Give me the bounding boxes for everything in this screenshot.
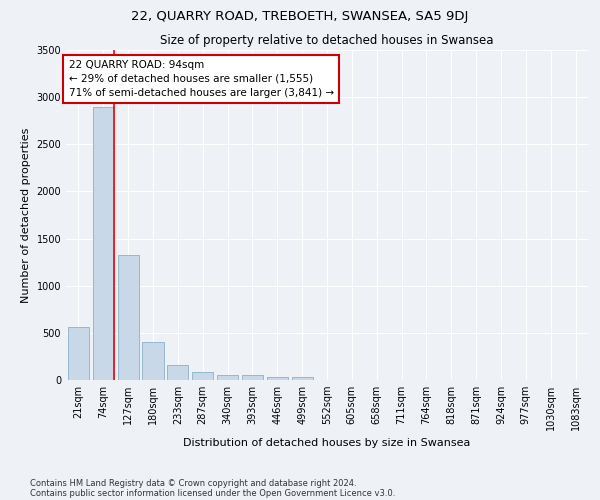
Title: Size of property relative to detached houses in Swansea: Size of property relative to detached ho… — [160, 34, 494, 48]
Text: 22, QUARRY ROAD, TREBOETH, SWANSEA, SA5 9DJ: 22, QUARRY ROAD, TREBOETH, SWANSEA, SA5 … — [131, 10, 469, 23]
Bar — [68, 327, 89, 380]
Text: Contains public sector information licensed under the Open Government Licence v3: Contains public sector information licen… — [30, 488, 395, 498]
Text: Contains HM Land Registry data © Crown copyright and database right 2024.: Contains HM Land Registry data © Crown c… — [30, 478, 356, 488]
Bar — [217, 375, 238, 380]
Y-axis label: Number of detached properties: Number of detached properties — [21, 128, 31, 302]
Bar — [167, 366, 188, 380]
Bar — [192, 372, 213, 380]
Bar — [242, 376, 263, 380]
Bar — [292, 377, 313, 380]
Bar — [93, 106, 114, 380]
Text: 22 QUARRY ROAD: 94sqm
← 29% of detached houses are smaller (1,555)
71% of semi-d: 22 QUARRY ROAD: 94sqm ← 29% of detached … — [68, 60, 334, 98]
Bar — [118, 254, 139, 380]
Bar — [267, 376, 288, 380]
X-axis label: Distribution of detached houses by size in Swansea: Distribution of detached houses by size … — [184, 438, 470, 448]
Bar — [142, 342, 164, 380]
